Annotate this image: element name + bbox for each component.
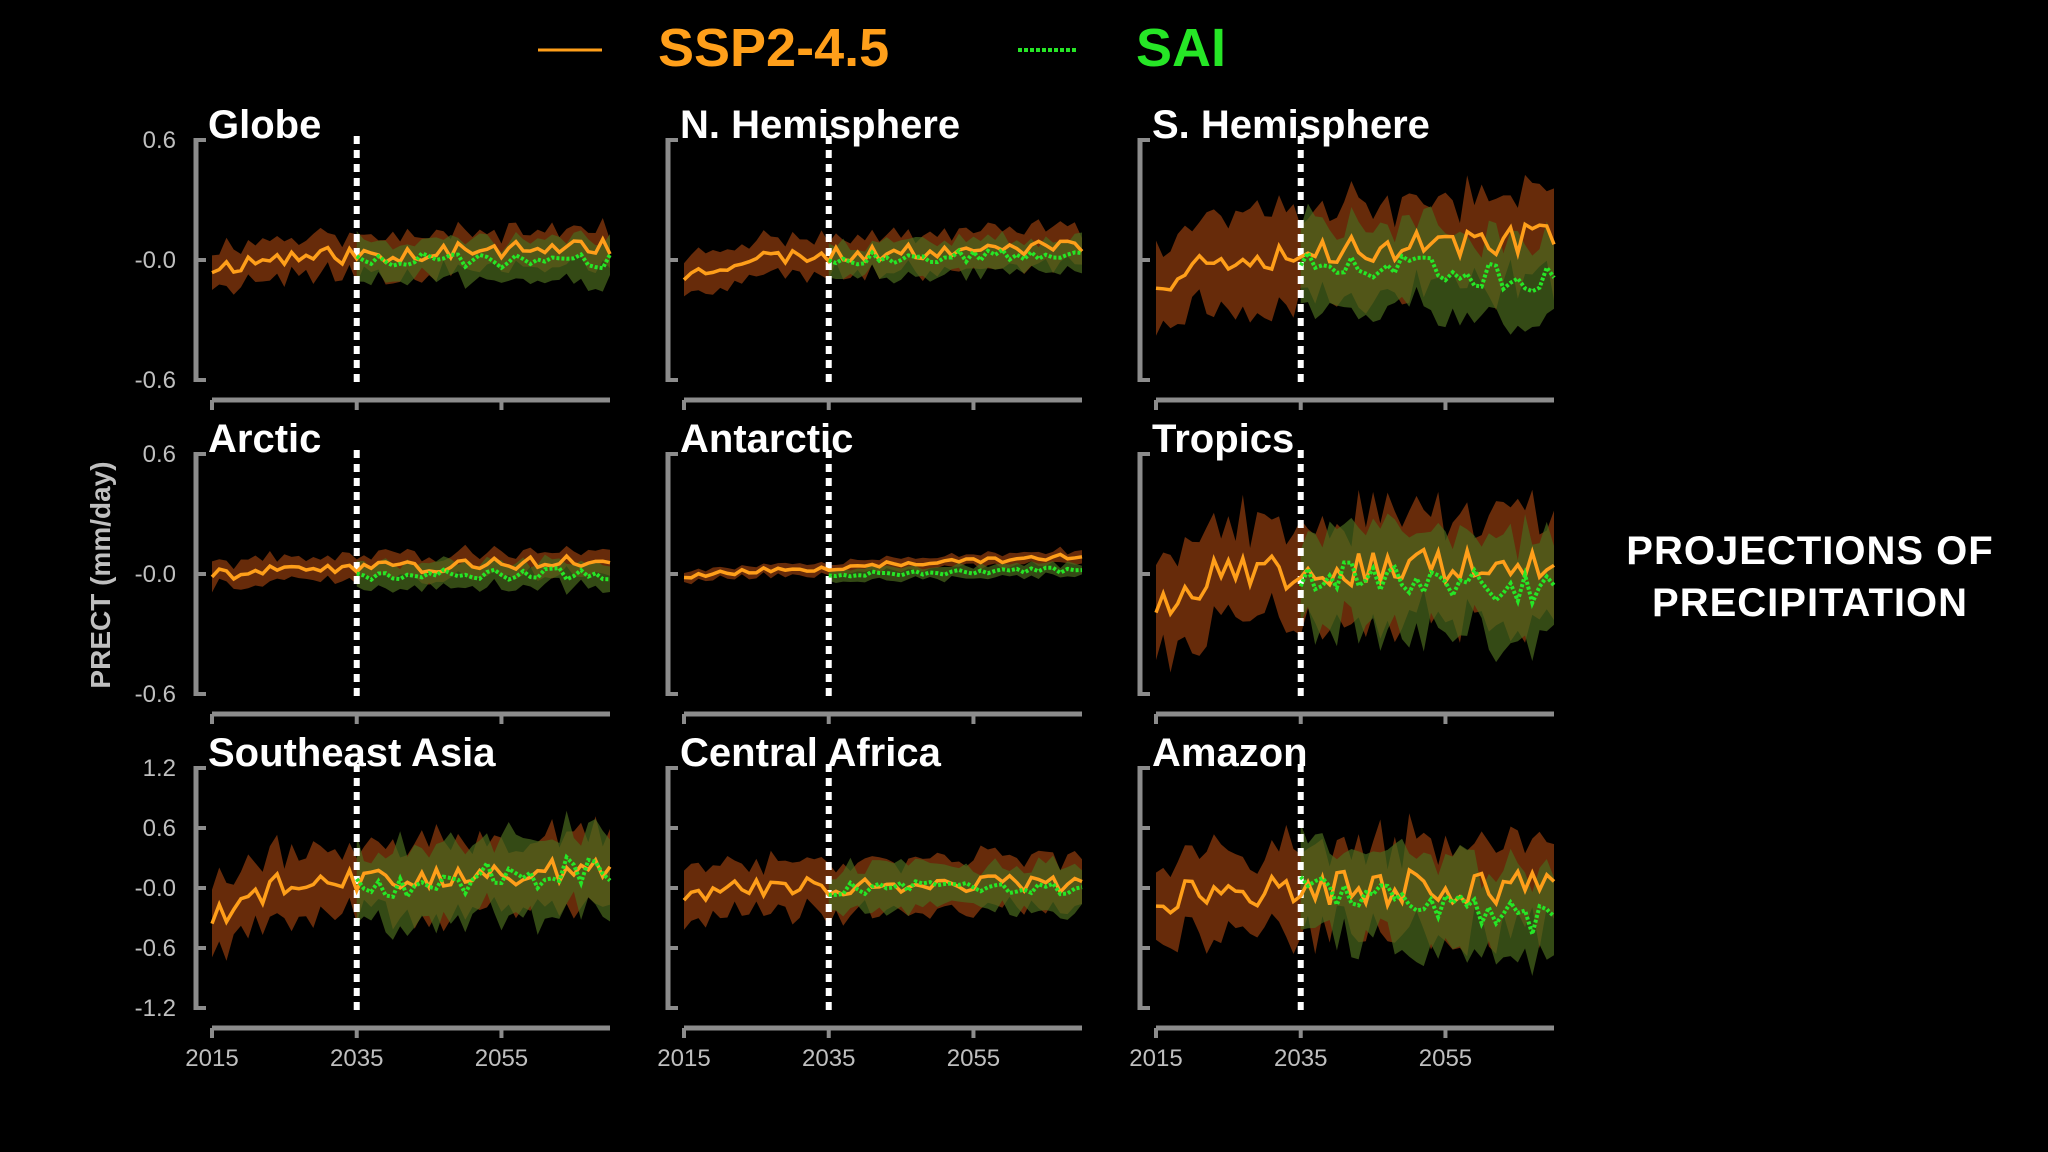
side-title-line2: PRECIPITATION [1652, 581, 1968, 625]
ssp-series-line [1155, 867, 1556, 915]
y-tick-label: -0.6 [135, 681, 176, 708]
ssp-series-line [210, 553, 611, 582]
sai-spread-band [1300, 513, 1554, 663]
panel-title: Arctic [208, 417, 321, 461]
panel-title: Southeast Asia [208, 731, 496, 775]
sai-series-line [355, 250, 612, 271]
sai-spread-band [828, 855, 1082, 920]
y-tick-label: 0.6 [143, 441, 176, 468]
x-tick-label: 2055 [475, 1045, 528, 1072]
x-tick-label: 2055 [1419, 1045, 1472, 1072]
panel-s-hemisphere: S. Hemisphere [1137, 103, 1556, 410]
panel-n-hemisphere: N. Hemisphere [665, 103, 1084, 410]
panel-grid: 0.6 -0.0 -0.6 Globe N. Hemisphere S. Hemisphe… [135, 103, 1556, 1072]
sai-spread-band [1300, 823, 1554, 977]
y-tick-label: 0.6 [143, 127, 176, 154]
legend: SSP2-4.5 SAI [538, 18, 1226, 78]
x-tick-label: 2035 [1274, 1045, 1327, 1072]
y-tick-label: -0.0 [135, 875, 176, 902]
sai-series-line [1298, 560, 1556, 609]
panel-globe: 0.6 -0.0 -0.6 Globe [135, 103, 612, 410]
x-tick-label: 2055 [947, 1045, 1000, 1072]
x-tick-label: 2015 [657, 1045, 710, 1072]
panel-arctic: 0.6 -0.0 -0.6 Arctic [135, 417, 611, 724]
y-tick-label: -0.6 [135, 935, 176, 962]
y-tick-label: 1.2 [143, 755, 176, 782]
sai-series-line [355, 853, 612, 901]
sai-spread-band [1300, 203, 1554, 335]
sai-series-line [1298, 248, 1556, 294]
x-tick-label: 2015 [185, 1045, 238, 1072]
sai-series-line [356, 566, 611, 583]
y-tick-label: -1.2 [135, 995, 176, 1022]
panel-amazon: 2015 2035 2055 Amazon [1129, 731, 1556, 1072]
panel-southeast-asia: 1.2 0.6 -0.0 -0.6 -1.2 2015 2035 2055 Southeast … [135, 731, 612, 1072]
sai-spread-band [828, 231, 1082, 284]
y-tick-label: -0.0 [135, 561, 176, 588]
y-tick-label: -0.6 [135, 367, 176, 394]
y-tick-label: 0.6 [143, 815, 176, 842]
side-title: PROJECTIONS OF PRECIPITATION [1560, 525, 2048, 629]
panel-title: Antarctic [680, 417, 853, 461]
panel-title: Central Africa [680, 731, 942, 775]
panel-title: N. Hemisphere [680, 103, 960, 147]
sai-series-line [828, 246, 1083, 267]
side-title-line1: PROJECTIONS OF [1626, 529, 1994, 573]
sai-series-line [828, 879, 1083, 897]
ssp-series-line [211, 235, 612, 275]
ssp-series-line [683, 552, 1083, 580]
y-axis-label: PRECT (mm/day) [85, 461, 116, 688]
legend-ssp-label: SSP2-4.5 [658, 18, 889, 78]
sai-series-line [828, 565, 1083, 579]
panel-central-africa: 2015 2035 2055 Central Africa [657, 731, 1083, 1072]
x-tick-label: 2035 [330, 1045, 383, 1072]
panel-tropics: Tropics [1137, 417, 1556, 724]
panel-title: Tropics [1152, 417, 1294, 461]
panel-title: Amazon [1152, 731, 1308, 775]
legend-sai-label: SAI [1136, 18, 1226, 78]
y-tick-label: -0.0 [135, 247, 176, 274]
ssp-series-line [1155, 221, 1556, 292]
x-tick-label: 2015 [1129, 1045, 1182, 1072]
sai-series-line [1299, 875, 1556, 942]
sai-spread-band [356, 230, 610, 292]
x-tick-label: 2035 [802, 1045, 855, 1072]
panel-title: S. Hemisphere [1152, 103, 1430, 147]
ssp-series-line [210, 855, 612, 926]
panel-title: Globe [208, 103, 321, 147]
panel-antarctic: Antarctic [665, 417, 1083, 724]
